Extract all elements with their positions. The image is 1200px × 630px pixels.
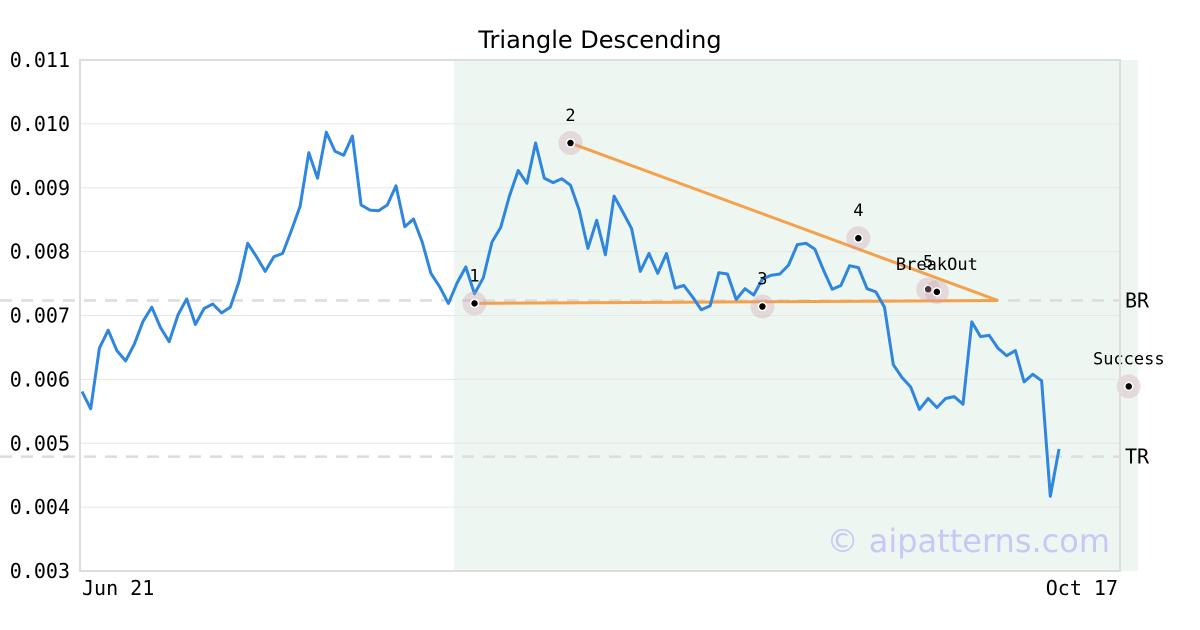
plot-frame [79,59,1121,572]
level-label: BR [1125,288,1150,312]
pattern-point-label: 4 [853,201,863,221]
y-tick-label: 0.004 [10,495,70,519]
y-tick-label: 0.008 [10,240,70,264]
pattern-trend-line [474,298,998,305]
x-axis-ticks: Jun 21 Oct 17 [82,576,1118,600]
level-label: TR [1125,445,1150,469]
pattern-trend-line [569,141,999,302]
price-series-line [80,130,1061,498]
pattern-point-marker [923,284,933,295]
y-tick-label: 0.006 [10,367,70,391]
y-tick-label: 0.005 [10,431,70,455]
pattern-point-marker [565,138,576,148]
pattern-point-marker [932,287,942,297]
watermark: © aipatterns.com [827,522,1110,560]
pattern-trend-lines [474,141,999,305]
chart-title: Triangle Descending [477,26,721,54]
pattern-point-marker [757,301,768,312]
y-tick-label: 0.007 [10,304,70,328]
pattern-point-label: 5 [923,252,933,272]
y-tick-label: 0.009 [10,176,70,200]
pattern-point-label: 1 [469,266,479,286]
pattern-point-label: BreakOut [896,255,978,275]
pattern-point-marker [469,298,480,309]
pattern-point-marker [1124,381,1134,392]
y-tick-label: 0.011 [10,48,70,72]
x-tick-label: Jun 21 [82,576,154,600]
pattern-point-marker [853,233,864,243]
y-tick-label: 0.003 [10,559,70,583]
x-tick-label: Oct 17 [1046,576,1118,600]
y-tick-label: 0.010 [10,112,70,136]
pattern-point-label: 2 [565,106,575,126]
pattern-point-label: 3 [757,270,767,290]
pattern-point-label: Success [1093,349,1165,369]
y-axis-ticks: 0.003 0.004 0.005 0.006 0.007 0.008 0.009 0.010… [10,48,70,583]
